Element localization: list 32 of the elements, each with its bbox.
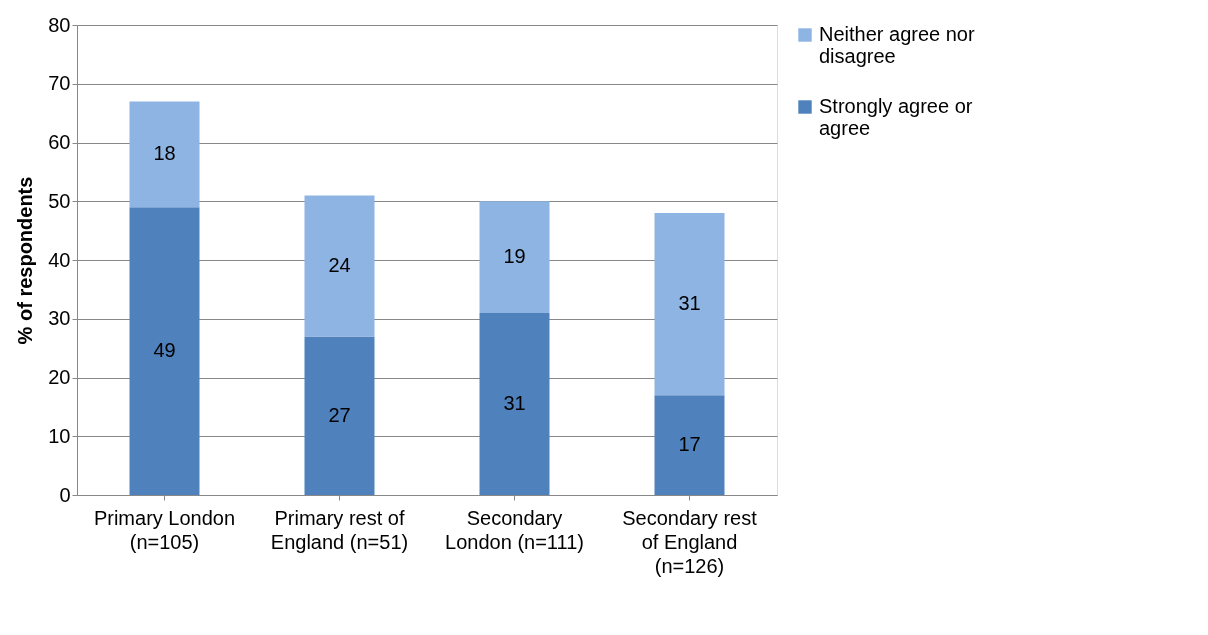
y-axis-title: % of respondents — [14, 176, 37, 345]
legend-label: Strongly agree or agree — [819, 95, 973, 139]
x-tick-label: Secondary rest of England (n=126) — [622, 506, 758, 577]
y-tick-label: 40 — [48, 248, 71, 271]
data-label: 49 — [153, 339, 176, 362]
data-label: 18 — [153, 142, 176, 165]
bar — [129, 101, 200, 208]
bar — [654, 213, 725, 396]
bar — [479, 312, 550, 495]
y-tick-label: 80 — [48, 13, 71, 36]
bar — [654, 395, 725, 495]
y-tick-label: 60 — [48, 131, 71, 153]
y-tick-label: 30 — [48, 307, 71, 330]
y-tick-label: 50 — [48, 189, 71, 212]
data-label: 31 — [503, 391, 526, 414]
x-tick-label: Primary London (n=105) — [93, 506, 236, 553]
x-tick-label: Primary rest of England (n=51) — [270, 506, 409, 553]
legend-label: Neither agree nor disagree — [819, 23, 975, 67]
y-tick-label: 10 — [48, 424, 71, 447]
x-tick-label: Secondary London (n=111) — [445, 506, 584, 553]
data-label: 27 — [328, 403, 351, 426]
y-tick-label: 20 — [48, 366, 71, 388]
y-tick-label: 0 — [59, 483, 71, 506]
data-label: 19 — [503, 245, 526, 268]
bar — [129, 207, 200, 495]
y-tick-label: 70 — [48, 72, 71, 95]
data-label: 24 — [328, 253, 351, 276]
bar — [304, 336, 375, 495]
data-label: 31 — [678, 292, 701, 315]
data-label: 17 — [678, 433, 701, 456]
bar — [479, 201, 550, 313]
bar — [304, 195, 375, 337]
